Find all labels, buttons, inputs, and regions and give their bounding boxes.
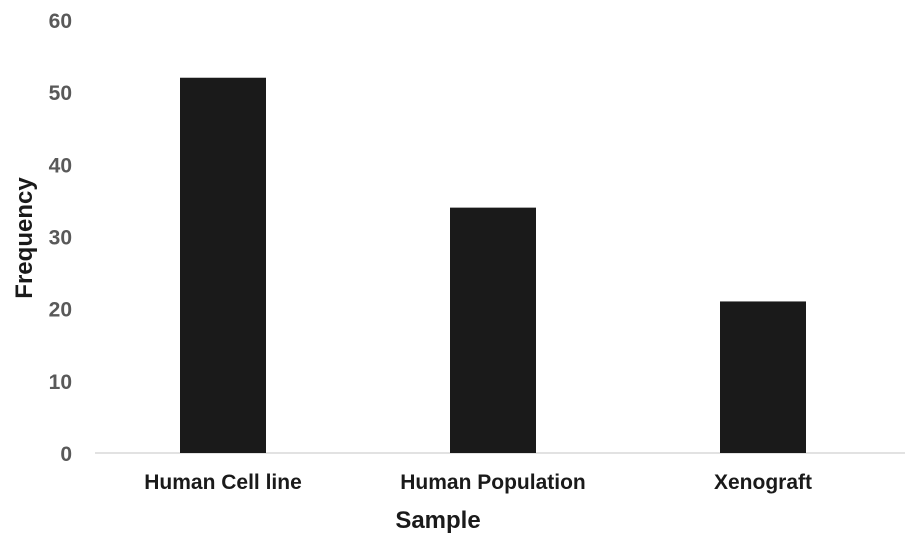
x-tick-label: Human Population [400, 471, 586, 494]
bar [720, 301, 806, 453]
bar [180, 77, 266, 453]
y-tick-label: 30 [49, 227, 72, 250]
y-tick-label: 60 [49, 10, 72, 33]
y-tick-label: 0 [60, 443, 72, 466]
x-tick-label: Xenograft [714, 471, 812, 494]
y-tick-label: 40 [49, 154, 72, 177]
y-tick-label: 20 [49, 299, 72, 322]
y-axis-title: Frequency [11, 177, 38, 299]
bars [180, 77, 806, 453]
y-axis-ticks: 0 10 20 30 40 50 60 [49, 10, 72, 466]
x-axis-title: Sample [395, 507, 480, 534]
x-axis-categories: Human Cell line Human Population Xenograft [144, 471, 812, 494]
y-tick-label: 10 [49, 371, 72, 394]
x-tick-label: Human Cell line [144, 471, 302, 494]
bar [450, 207, 536, 453]
y-tick-label: 50 [49, 82, 72, 105]
